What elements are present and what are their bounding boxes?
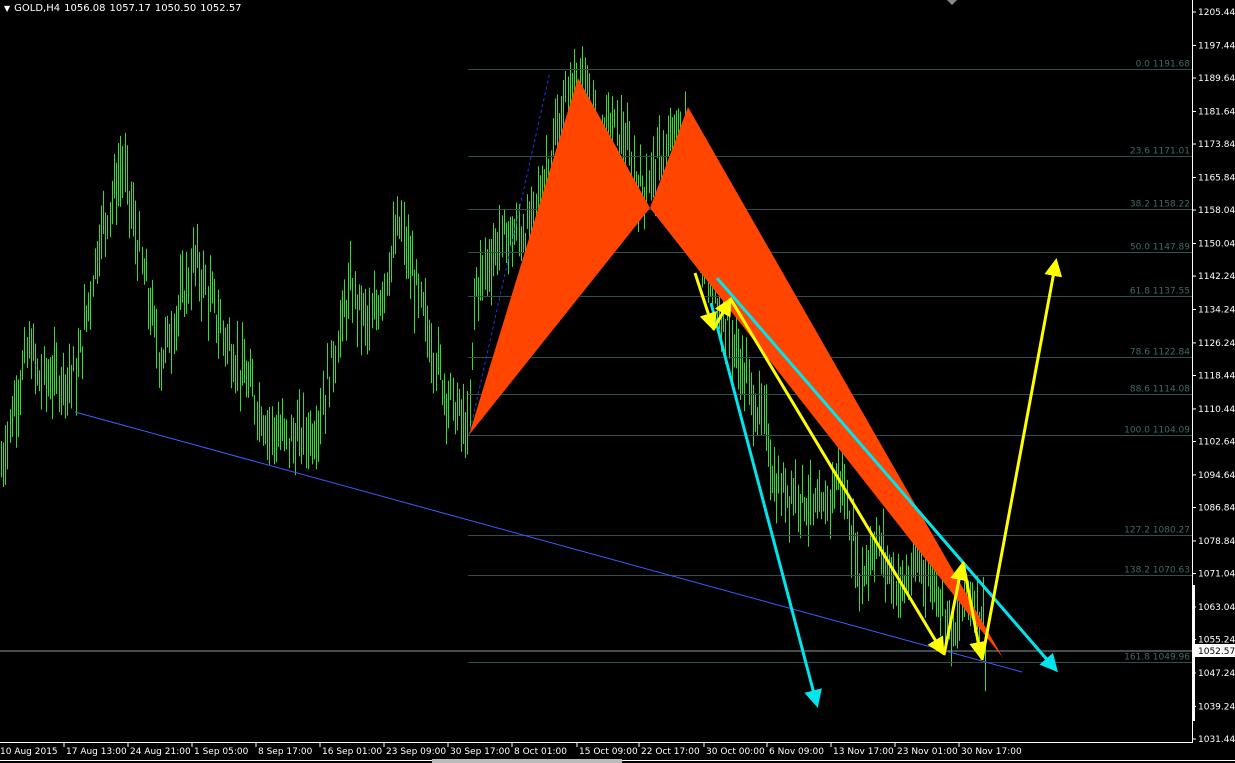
price-tick-label: 1078.84 — [1198, 537, 1235, 547]
fib-level-label: 78.6 1122.84 — [1130, 348, 1190, 358]
price-tick-label: 1031.44 — [1198, 735, 1235, 745]
fib-level-label: 38.2 1158.22 — [1130, 200, 1190, 210]
yellow-arrow-6[interactable] — [980, 258, 1063, 661]
low-value: 1050.50 — [154, 3, 197, 14]
price-tick-label: 1150.04 — [1198, 239, 1235, 249]
price-tick-label: 1158.04 — [1198, 206, 1235, 216]
time-tick-label: 10 Aug 2015 — [0, 747, 58, 757]
price-tick-label: 1102.64 — [1198, 438, 1235, 448]
harmonic-pattern-xab[interactable] — [469, 78, 650, 435]
time-tick-label: 6 Nov 09:00 — [769, 747, 824, 757]
fib-level-label: 161.8 1049.96 — [1124, 653, 1190, 663]
price-tick-label: 1055.24 — [1198, 636, 1235, 646]
chart-shift-marker[interactable] — [947, 0, 957, 5]
time-tick-label: 17 Aug 13:00 — [66, 747, 127, 757]
yellow-arrow-2[interactable] — [711, 297, 732, 331]
price-tick-label: 1173.84 — [1198, 140, 1235, 150]
yellow-arrow-1[interactable] — [693, 272, 717, 331]
fib-level-label: 127.2 1080.27 — [1124, 526, 1190, 536]
fibonacci-retracement[interactable]: 0.0 1191.68 23.6 1171.01 38.2 1158.22 50.0 … — [468, 60, 1192, 663]
time-tick-label: 30 Oct 00:00 — [706, 747, 765, 757]
time-tick-label: 30 Sep 17:00 — [450, 747, 510, 757]
price-tick-label: 1071.04 — [1198, 570, 1235, 580]
horizontal-scrollbar[interactable] — [432, 759, 622, 763]
price-tick-label: 1118.44 — [1198, 372, 1235, 382]
yellow-arrow-5[interactable] — [961, 561, 988, 660]
price-tick-label: 1063.04 — [1198, 603, 1235, 613]
current-price-box — [1195, 644, 1235, 657]
yellow-arrow-3[interactable] — [728, 297, 945, 656]
triangle-down-icon[interactable]: ▼ — [4, 4, 11, 13]
time-tick-label: 1 Sep 05:00 — [194, 747, 249, 757]
time-tick-label: 15 Oct 09:00 — [579, 747, 638, 757]
price-tick-label: 1039.24 — [1198, 702, 1235, 712]
fib-level-label: 100.0 1104.09 — [1124, 426, 1190, 436]
cyan-arrow-down[interactable] — [709, 302, 822, 708]
open-value: 1056.08 — [64, 3, 106, 14]
fib-level-label: 61.8 1137.55 — [1130, 287, 1190, 297]
high-value: 1057.17 — [109, 3, 151, 14]
dashed-trendline[interactable] — [468, 71, 551, 436]
price-tick-label: 1197.44 — [1198, 41, 1235, 51]
fib-level-label: 138.2 1070.63 — [1124, 566, 1190, 576]
yellow-arrow-4[interactable] — [942, 562, 968, 656]
price-tick-label: 1165.84 — [1198, 173, 1235, 183]
time-tick-label: 23 Sep 09:00 — [386, 747, 446, 757]
price-tick-label: 1047.24 — [1198, 669, 1235, 679]
price-tick-label: 1181.64 — [1198, 107, 1235, 117]
price-tick-label: 1110.44 — [1198, 405, 1235, 415]
time-tick-label: 30 Nov 17:00 — [961, 747, 1022, 757]
support-trendline[interactable] — [74, 411, 1023, 673]
cyan-arrow-channel[interactable] — [715, 277, 1058, 673]
price-tick-label: 1086.84 — [1198, 504, 1235, 514]
time-tick-label: 8 Oct 01:00 — [514, 747, 567, 757]
price-axis: 1205.44 1197.44 1189.64 1181.64 1173.84 1165.… — [1193, 8, 1235, 745]
price-tick-label: 1126.24 — [1198, 339, 1235, 349]
chart-title: ▼ GOLD,H4 1056.08 1057.17 1050.50 1052.57 — [4, 3, 246, 14]
time-tick-label: 13 Nov 17:00 — [833, 747, 894, 757]
harmonic-pattern-bcd[interactable] — [650, 107, 1003, 658]
price-tick-label: 1094.64 — [1198, 471, 1235, 481]
time-tick-label: 16 Sep 01:00 — [322, 747, 382, 757]
time-axis: 10 Aug 2015 17 Aug 13:00 24 Aug 21:00 1 Sep… — [0, 743, 1022, 757]
price-tick-label: 1134.24 — [1198, 305, 1235, 315]
vertical-scrollbar[interactable] — [1192, 585, 1195, 721]
fib-level-label: 88.6 1114.08 — [1130, 385, 1190, 395]
time-tick-label: 22 Oct 17:00 — [641, 747, 700, 757]
time-tick-label: 23 Nov 01:00 — [897, 747, 958, 757]
price-tick-label: 1189.64 — [1198, 74, 1235, 84]
time-tick-label: 8 Sep 17:00 — [258, 747, 313, 757]
fib-level-label: 23.6 1171.01 — [1130, 147, 1190, 157]
current-price-label: 1052.57 — [1198, 647, 1235, 657]
price-tick-label: 1142.24 — [1198, 272, 1235, 282]
price-tick-label: 1205.44 — [1198, 8, 1235, 18]
time-tick-label: 24 Aug 21:00 — [130, 747, 191, 757]
symbol-label: GOLD,H4 — [14, 3, 61, 14]
close-value: 1052.57 — [200, 3, 242, 14]
fib-level-label: 0.0 1191.68 — [1136, 60, 1191, 70]
fib-level-label: 50.0 1147.89 — [1130, 243, 1190, 253]
